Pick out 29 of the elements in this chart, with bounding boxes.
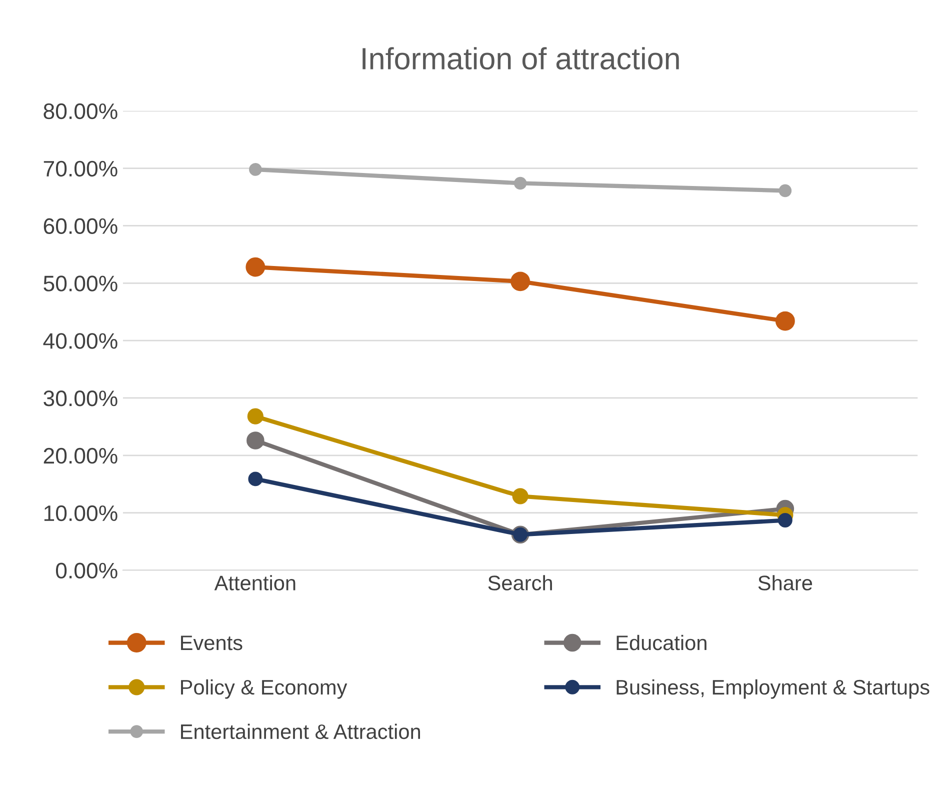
x-tick-label: Share	[758, 575, 812, 590]
point	[775, 311, 795, 331]
point	[512, 488, 528, 504]
x-tick-label: Search	[488, 575, 552, 590]
point	[247, 408, 264, 424]
legend-label: Events	[181, 636, 242, 650]
x-tick-label: Attention	[214, 575, 296, 590]
y-tick-label: 20.00%	[44, 448, 118, 464]
point	[246, 432, 264, 450]
point	[249, 163, 262, 176]
y-tick-label: 40.00%	[43, 333, 118, 349]
point	[248, 472, 263, 486]
legend-label: Business, Employment & Startups	[616, 679, 930, 699]
y-tick-label: 50.00%	[44, 276, 118, 292]
legend-label: Policy & Economy	[181, 679, 348, 699]
y-tick-label: 60.00%	[44, 218, 118, 234]
y-tick-label: 70.00%	[44, 160, 118, 177]
point	[778, 184, 792, 198]
legend-label: Entertainment & Attraction	[181, 724, 420, 740]
y-tick-label: 10.00%	[44, 505, 118, 522]
point	[246, 257, 266, 277]
y-tick-label: 80.00%	[44, 103, 118, 120]
point	[510, 272, 530, 292]
chart-title: Information of attraction	[362, 47, 679, 70]
y-tick-label: 0.00%	[56, 562, 118, 579]
legend-label: Education	[616, 634, 706, 650]
point	[514, 176, 527, 190]
point	[778, 513, 792, 528]
y-tick-label: 30.00%	[44, 390, 118, 406]
